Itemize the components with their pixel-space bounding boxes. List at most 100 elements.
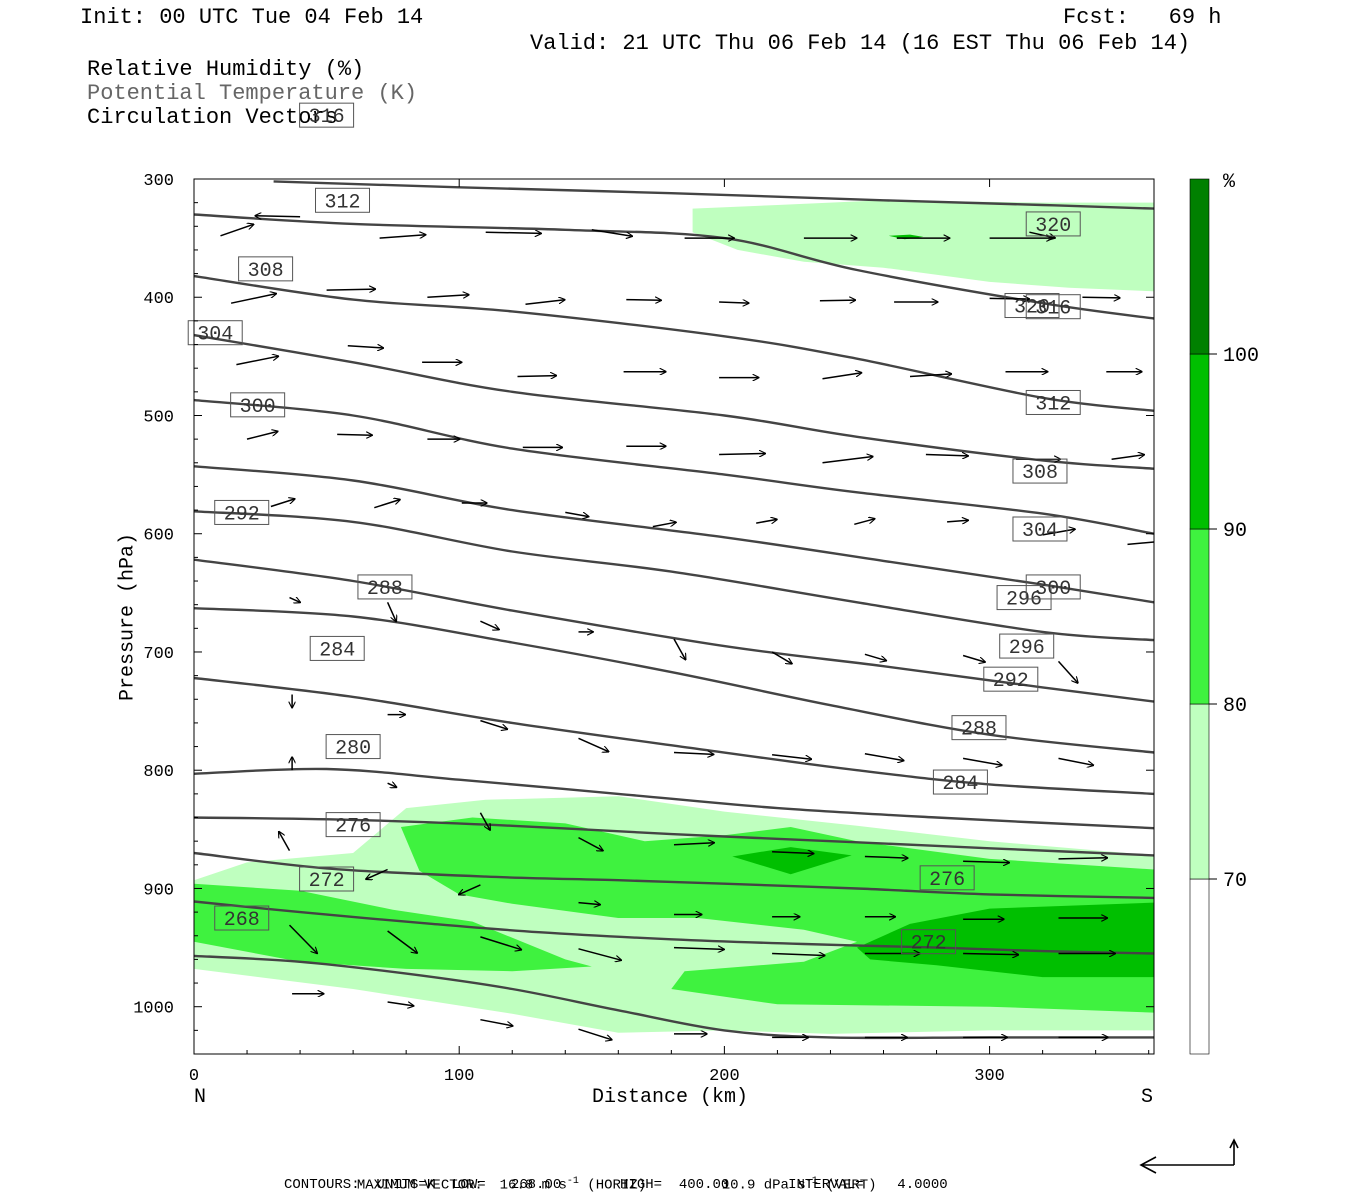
circulation-vector bbox=[1111, 455, 1145, 460]
colorbar-swatch-90 bbox=[1189, 353, 1210, 530]
theta-contour-316 bbox=[194, 213, 1154, 320]
x-axis-south: S bbox=[1141, 1086, 1154, 1109]
theta-contour-278 bbox=[194, 816, 1154, 857]
circulation-vector bbox=[479, 812, 490, 830]
circulation-vector bbox=[822, 457, 873, 464]
svg-text:316: 316 bbox=[1035, 298, 1071, 321]
svg-text:320: 320 bbox=[1014, 297, 1050, 320]
theta-contour-304 bbox=[194, 398, 1154, 535]
contour-label-312: 312 bbox=[315, 187, 371, 214]
theta-contour-292 bbox=[194, 558, 1154, 703]
y-tick-label-900: 900 bbox=[143, 881, 174, 900]
circulation-vector bbox=[854, 519, 874, 526]
circulation-vector bbox=[772, 954, 825, 956]
circulation-vector bbox=[270, 499, 295, 508]
contour-label-292: 292 bbox=[214, 499, 270, 526]
circulation-vector bbox=[1127, 541, 1154, 546]
horiz-exp: -1 bbox=[566, 1176, 579, 1187]
colorbar-swatch-0 bbox=[1189, 878, 1210, 1055]
circulation-vector bbox=[578, 948, 622, 960]
contour-label-288: 288 bbox=[357, 574, 413, 601]
contour-label-right-0: 320 bbox=[1025, 211, 1081, 238]
svg-text:308: 308 bbox=[1022, 462, 1058, 485]
svg-text:296: 296 bbox=[1006, 589, 1042, 612]
colorbar-swatch-80 bbox=[1189, 528, 1210, 705]
contour-label-320: 320 bbox=[1004, 293, 1060, 320]
contour-label-right-11: 272 bbox=[901, 929, 957, 956]
colorbar-swatch-70 bbox=[1189, 703, 1210, 880]
x-tick-label-100: 100 bbox=[444, 1067, 475, 1086]
x-axis-north: N bbox=[194, 1086, 207, 1109]
circulation-vector bbox=[236, 356, 278, 366]
circulation-vector bbox=[427, 295, 469, 298]
theta-contour-288 bbox=[194, 607, 1154, 754]
circulation-vector bbox=[963, 954, 1018, 955]
circulation-vector bbox=[591, 229, 632, 236]
circulation-vectors bbox=[220, 216, 1154, 1040]
svg-text:292: 292 bbox=[224, 503, 260, 526]
circulation-vector bbox=[386, 601, 397, 621]
circulation-vector bbox=[485, 232, 541, 233]
theta-contour-320 bbox=[273, 180, 1154, 210]
circulation-vector bbox=[1058, 757, 1094, 765]
rh-region-70-1 bbox=[692, 200, 1154, 292]
circulation-vector bbox=[1042, 529, 1076, 536]
max-vector-label: MAXIMUM VECTOR: bbox=[356, 1177, 483, 1194]
circulation-vector bbox=[626, 300, 661, 301]
circulation-vector bbox=[288, 924, 318, 953]
plot-frame bbox=[193, 178, 1155, 1055]
circulation-vector bbox=[989, 298, 1030, 299]
svg-text:268: 268 bbox=[224, 909, 260, 932]
contour-label-right-8: 288 bbox=[951, 715, 1007, 742]
theta-contour-280 bbox=[194, 767, 1154, 830]
circulation-vector bbox=[864, 752, 904, 761]
svg-text:312: 312 bbox=[1035, 393, 1071, 416]
vert-value: 10.9 dPa s bbox=[721, 1177, 806, 1194]
contour-label-right-1: 316 bbox=[1025, 294, 1081, 321]
circulation-vector bbox=[480, 936, 521, 950]
circulation-vector bbox=[578, 737, 609, 751]
legend-vectors: Circulation Vectors bbox=[87, 105, 338, 130]
relative-humidity-shading bbox=[194, 200, 1154, 1034]
svg-text:272: 272 bbox=[911, 933, 947, 956]
circulation-vector bbox=[387, 1001, 414, 1006]
contour-label-316: 316 bbox=[299, 102, 355, 129]
contour-label-300: 300 bbox=[230, 392, 286, 419]
circulation-vector bbox=[909, 374, 952, 377]
circulation-vector bbox=[279, 832, 291, 851]
svg-text:296: 296 bbox=[1009, 637, 1045, 660]
contour-label-right-7: 292 bbox=[983, 666, 1039, 693]
theta-contour-276 bbox=[194, 851, 1154, 900]
legend-rh: Relative Humidity (%) bbox=[87, 57, 365, 82]
colorbar-label-80: 80 bbox=[1223, 695, 1247, 718]
circulation-vector bbox=[673, 948, 724, 950]
y-tick-label-700: 700 bbox=[143, 645, 174, 664]
svg-text:316: 316 bbox=[309, 106, 345, 129]
y-tick-label-400: 400 bbox=[143, 290, 174, 309]
theta-contour-296 bbox=[194, 510, 1154, 642]
contour-label-right-5: 300 bbox=[1025, 574, 1081, 601]
circulation-vector bbox=[963, 861, 1009, 862]
circulation-vector bbox=[673, 638, 686, 660]
circulation-vector bbox=[578, 836, 604, 851]
circulation-vector bbox=[565, 511, 588, 516]
svg-text:276: 276 bbox=[929, 869, 965, 892]
theta-contour-308 bbox=[194, 333, 1154, 470]
x-tick-label-0: 0 bbox=[189, 1067, 199, 1086]
colorbar-swatch-100 bbox=[1189, 178, 1210, 355]
theta-contour-300 bbox=[194, 465, 1154, 604]
svg-text:292: 292 bbox=[993, 670, 1029, 693]
contour-labels: 2682722762802842882922963003043083123163… bbox=[187, 102, 1081, 956]
contour-label-268: 268 bbox=[214, 905, 270, 932]
contour-label-right-6: 296 bbox=[999, 633, 1055, 660]
contour-label-right-9: 284 bbox=[932, 769, 988, 796]
svg-text:272: 272 bbox=[309, 870, 345, 893]
circulation-vector bbox=[374, 500, 400, 509]
circulation-vector bbox=[379, 235, 426, 239]
svg-text:300: 300 bbox=[1035, 578, 1071, 601]
circulation-vector bbox=[255, 216, 301, 217]
y-tick-label-800: 800 bbox=[143, 763, 174, 782]
circulation-vector bbox=[1029, 231, 1055, 238]
y-tick-label-1000: 1000 bbox=[133, 1000, 174, 1019]
x-axis-title: Distance (km) bbox=[592, 1086, 749, 1109]
